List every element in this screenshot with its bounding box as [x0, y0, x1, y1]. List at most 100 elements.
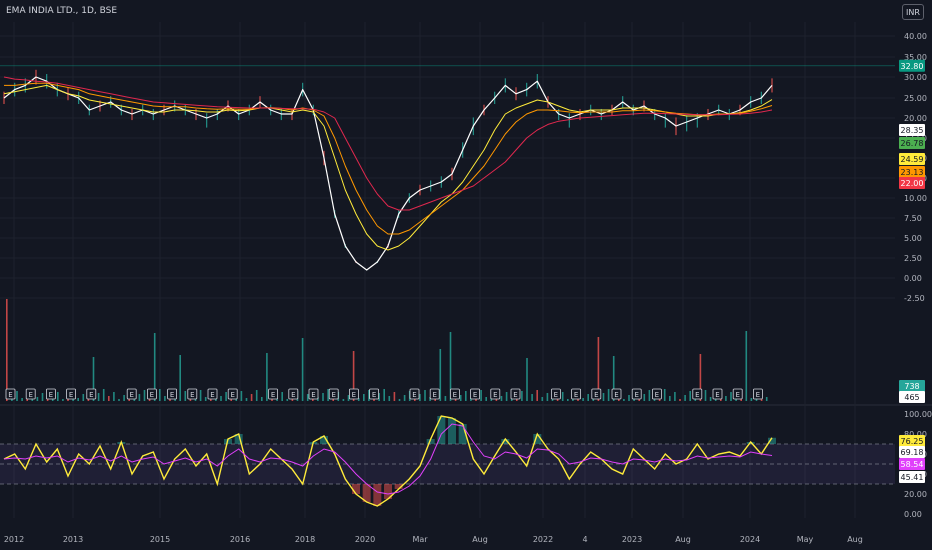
volume-bar [113, 392, 115, 401]
earnings-marker [753, 388, 763, 400]
volume-bar [587, 394, 589, 401]
volume-bar [424, 390, 426, 401]
earnings-marker-label: E [331, 391, 335, 399]
volume-bar [108, 396, 110, 401]
volume-bar [342, 399, 345, 401]
earnings-marker-label: E [574, 391, 578, 399]
volume-bar [465, 391, 467, 401]
earnings-marker [288, 388, 299, 400]
volume-bar [449, 332, 452, 401]
volume-bar [357, 398, 360, 401]
volume-bar [189, 398, 192, 401]
volume-bar [582, 398, 584, 401]
price-label: 24.59 [901, 155, 924, 164]
earnings-marker [449, 388, 460, 400]
time-tick-label: Mar [412, 535, 428, 544]
volume-bar [699, 354, 702, 401]
volume-bar [531, 394, 533, 401]
volume-bar [184, 391, 187, 401]
volume-bar [240, 391, 243, 401]
time-tick-label: May [797, 535, 814, 544]
volume-bar [679, 399, 681, 401]
volume-bar [133, 398, 136, 401]
earnings-marker [631, 388, 642, 400]
volume-bar [663, 389, 666, 401]
time-tick-label: Aug [847, 535, 863, 544]
volume-bar [745, 331, 748, 401]
earnings-marker [369, 388, 380, 400]
earnings-marker-label: E [432, 391, 436, 399]
price-label-bg [899, 59, 925, 72]
price-tick-label: 35.00 [904, 53, 927, 62]
volume-bar [414, 398, 416, 401]
volume-bar [204, 397, 207, 401]
earnings-marker [146, 388, 157, 400]
earnings-marker [429, 388, 440, 400]
earnings-marker [611, 388, 622, 400]
series-rsi-line [3, 415, 773, 507]
volume-bar [444, 396, 447, 401]
earnings-marker-label: E [210, 391, 214, 399]
volume-bar [669, 396, 671, 401]
volume-bar [561, 392, 564, 401]
volume-bar [281, 392, 283, 401]
earnings-marker [227, 388, 238, 400]
series-price-line [3, 76, 773, 271]
volume-bar [429, 397, 431, 401]
price-label-bg [899, 124, 925, 136]
volume-bar [612, 356, 615, 401]
rsi-value-label: 58.54 [901, 460, 924, 469]
currency-button[interactable]: INR [902, 4, 924, 20]
volume-bar [546, 393, 549, 401]
volume-bar [480, 390, 482, 401]
volume-bar [643, 394, 646, 401]
earnings-marker-label: E [715, 391, 719, 399]
price-label-bg [899, 137, 925, 149]
volume-bar [97, 393, 100, 401]
volume-bar [510, 399, 513, 401]
volume-bar [322, 393, 324, 401]
earnings-marker [328, 388, 339, 400]
volume-bar [541, 397, 544, 401]
earnings-marker-label: E [655, 391, 659, 399]
volume-label-bg [899, 380, 925, 392]
earnings-marker-label: E [311, 391, 315, 399]
time-tick-label: 2024 [740, 535, 760, 544]
volume-bar [567, 399, 569, 401]
volume-bar [459, 395, 462, 401]
volume-bar [725, 396, 727, 401]
earnings-marker-label: E [291, 391, 295, 399]
series-ema_yellow-line [3, 84, 773, 251]
volume-bar [597, 337, 600, 401]
time-tick-label: 2023 [622, 535, 642, 544]
earnings-marker [470, 388, 481, 400]
price-tick-label: 25.00 [904, 94, 927, 103]
price-tick-label: 20.00 [904, 114, 927, 123]
volume-bar [153, 333, 156, 401]
price-label: 26.78 [901, 139, 924, 148]
volume-bar [536, 390, 538, 401]
price-label-bg [899, 153, 925, 165]
earnings-marker [348, 388, 359, 400]
earnings-marker [510, 388, 521, 400]
volume-bar [327, 389, 329, 401]
earnings-marker-label: E [453, 391, 457, 399]
volume-bar [368, 390, 370, 401]
volume-bar [750, 398, 753, 401]
price-tick-label: 0.00 [904, 274, 922, 283]
volume-bar [77, 398, 79, 401]
volume-bar [143, 390, 146, 401]
volume-bar [286, 399, 289, 401]
earnings-marker-label: E [170, 391, 174, 399]
volume-bar [118, 399, 120, 401]
earnings-marker-label: E [271, 391, 275, 399]
earnings-marker-label: E [493, 391, 497, 399]
volume-bar [383, 389, 385, 401]
earnings-marker-label: E [129, 391, 133, 399]
price-tick-label: -2.50 [904, 294, 925, 303]
volume-bar [648, 390, 651, 401]
earnings-marker-label: E [352, 391, 356, 399]
earnings-marker-label: E [372, 391, 376, 399]
volume-bar [347, 395, 350, 401]
